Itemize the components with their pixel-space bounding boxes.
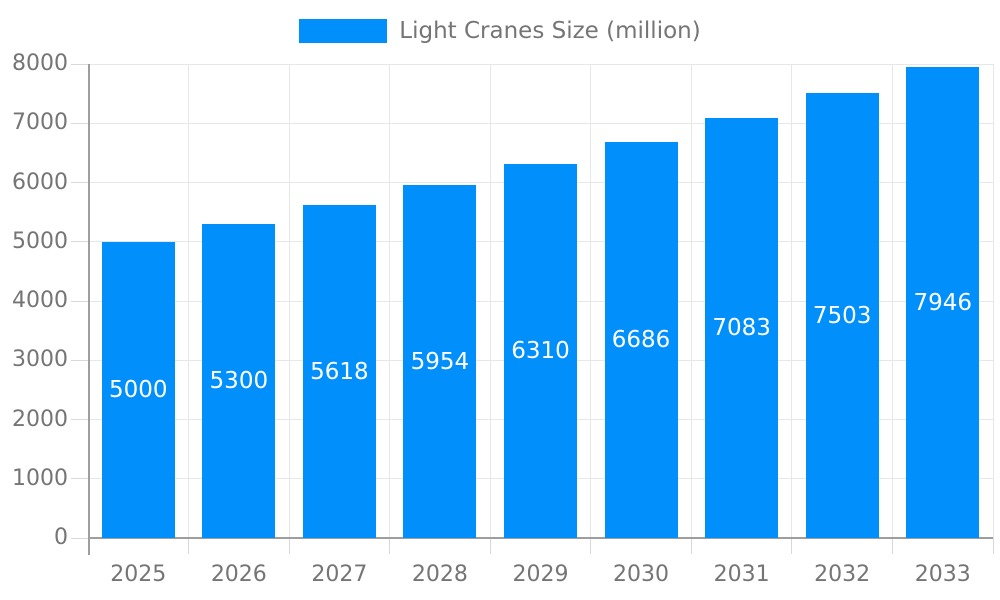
x-axis-tick-label: 2030 xyxy=(613,562,670,587)
x-tick xyxy=(891,538,893,554)
y-tick xyxy=(71,359,88,361)
bar-value-label: 5300 xyxy=(209,368,269,394)
v-gridline xyxy=(288,64,290,538)
x-axis-tick-label: 2025 xyxy=(110,562,167,587)
bar-value-label: 7503 xyxy=(812,302,872,329)
bar-value-label: 6310 xyxy=(511,338,570,365)
y-axis-tick-label: 3000 xyxy=(12,347,68,373)
x-axis-tick-label: 2026 xyxy=(210,562,267,587)
x-tick xyxy=(992,538,994,554)
x-tick xyxy=(188,538,190,554)
x-tick xyxy=(590,538,592,554)
bar-value-label: 5618 xyxy=(310,358,369,385)
bar-value-label: 5000 xyxy=(108,376,168,403)
y-axis-tick-label: 0 xyxy=(54,525,68,550)
y-axis-tick-label: 4000 xyxy=(12,288,68,313)
v-gridline xyxy=(992,64,994,538)
x-tick xyxy=(791,538,793,554)
bar-value-label: 6686 xyxy=(611,326,671,353)
x-axis-tick-label: 2027 xyxy=(311,562,368,587)
v-gridline xyxy=(489,64,491,538)
x-axis-tick-label: 2029 xyxy=(512,562,569,587)
bar: 6686 xyxy=(604,141,678,538)
x-axis-tick-label: 2028 xyxy=(411,562,468,587)
y-tick xyxy=(71,300,88,302)
y-tick xyxy=(71,122,88,124)
bar-value-label: 7083 xyxy=(712,315,771,342)
bar-value-label: 7946 xyxy=(913,289,972,316)
y-axis-tick-label: 2000 xyxy=(12,406,68,432)
x-axis-tick-label: 2031 xyxy=(713,562,770,587)
v-gridline xyxy=(389,64,391,538)
legend-label: Light Cranes Size (million) xyxy=(399,18,701,44)
bar: 6310 xyxy=(504,164,577,538)
x-axis-tick-label: 2033 xyxy=(914,562,971,587)
bar: 5000 xyxy=(101,241,175,538)
y-tick xyxy=(71,182,88,183)
v-gridline xyxy=(590,64,592,538)
y-axis-line xyxy=(88,64,90,555)
x-tick xyxy=(690,538,692,554)
x-tick xyxy=(288,538,290,554)
x-tick xyxy=(389,538,391,554)
y-axis-tick-label: 1000 xyxy=(12,465,68,491)
y-tick xyxy=(71,241,88,243)
v-gridline xyxy=(188,64,190,538)
v-gridline xyxy=(690,64,692,538)
legend-item[interactable]: Light Cranes Size (million) xyxy=(0,16,1000,46)
y-tick xyxy=(71,537,88,539)
bar: 7503 xyxy=(805,93,879,538)
x-tick xyxy=(489,538,491,554)
y-tick xyxy=(71,419,88,420)
y-axis-tick-label: 6000 xyxy=(12,169,68,195)
y-axis-tick-label: 7000 xyxy=(12,110,68,136)
x-axis-line xyxy=(88,537,993,539)
y-axis-tick-label: 8000 xyxy=(12,51,68,76)
bar-value-label: 5954 xyxy=(410,348,470,375)
h-gridline xyxy=(88,63,993,65)
plot-area: 5000 5300 5618 5954 6310 6686 7083 7503 7946 xyxy=(71,63,994,555)
v-gridline xyxy=(891,64,893,538)
x-axis-tick-label: 2032 xyxy=(814,562,871,587)
bar: 5300 xyxy=(202,223,276,538)
bar: 5618 xyxy=(302,205,376,538)
y-tick xyxy=(71,478,88,480)
bar: 5954 xyxy=(403,185,477,538)
bar: 7946 xyxy=(906,67,980,538)
v-gridline xyxy=(791,64,793,538)
bar: 7083 xyxy=(705,118,779,538)
legend-swatch xyxy=(299,19,388,43)
y-tick xyxy=(71,63,88,65)
y-axis-tick-label: 5000 xyxy=(12,228,68,254)
h-gridline xyxy=(88,122,993,124)
